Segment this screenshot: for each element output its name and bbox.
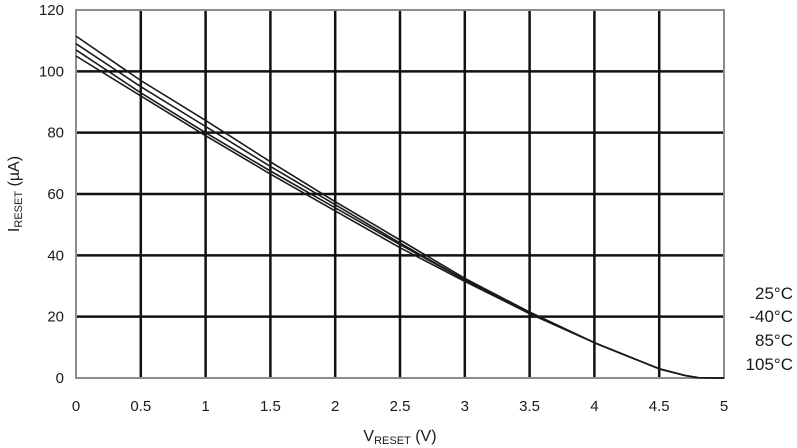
series-line-3 (75, 55, 725, 379)
y-tick-label: 40 (47, 247, 64, 264)
x-axis-label: VRESET (V) (363, 428, 436, 447)
x-tick-labels: 0 0.5 1 1.5 2 2.5 3 3.5 4 4.5 5 (72, 398, 728, 415)
y-tick-label: 80 (47, 125, 64, 142)
x-tick-label: 0 (72, 398, 80, 415)
x-tick-label: 5 (720, 398, 728, 415)
x-tick-label: 3.5 (519, 398, 540, 415)
x-tick-label: 1 (201, 398, 209, 415)
x-tick-label: 0.5 (130, 398, 151, 415)
legend-label-minus40c: -40°C (749, 307, 793, 326)
plot-frame (75, 9, 725, 379)
y-tick-label: 20 (47, 309, 64, 326)
y-tick-label: 100 (39, 63, 64, 80)
legend-label-85c: 85°C (755, 331, 793, 350)
y-tick-labels: 0 20 40 60 80 100 120 (39, 2, 64, 387)
grid-lines (76, 10, 724, 378)
y-axis-label: IRESET (µA) (6, 156, 25, 232)
legend-label-105c: 105°C (746, 355, 793, 374)
x-tick-label: 3 (461, 398, 469, 415)
data-lines (75, 35, 725, 379)
y-tick-label: 120 (39, 2, 64, 19)
x-tick-label: 4 (590, 398, 598, 415)
y-tick-label: 60 (47, 186, 64, 203)
legend-label-25c: 25°C (755, 284, 793, 303)
x-tick-label: 2.5 (390, 398, 411, 415)
legend: 25°C -40°C 85°C 105°C (746, 284, 793, 374)
x-tick-label: 2 (331, 398, 339, 415)
x-tick-label: 4.5 (649, 398, 670, 415)
x-tick-label: 1.5 (260, 398, 281, 415)
y-tick-label: 0 (56, 370, 64, 387)
